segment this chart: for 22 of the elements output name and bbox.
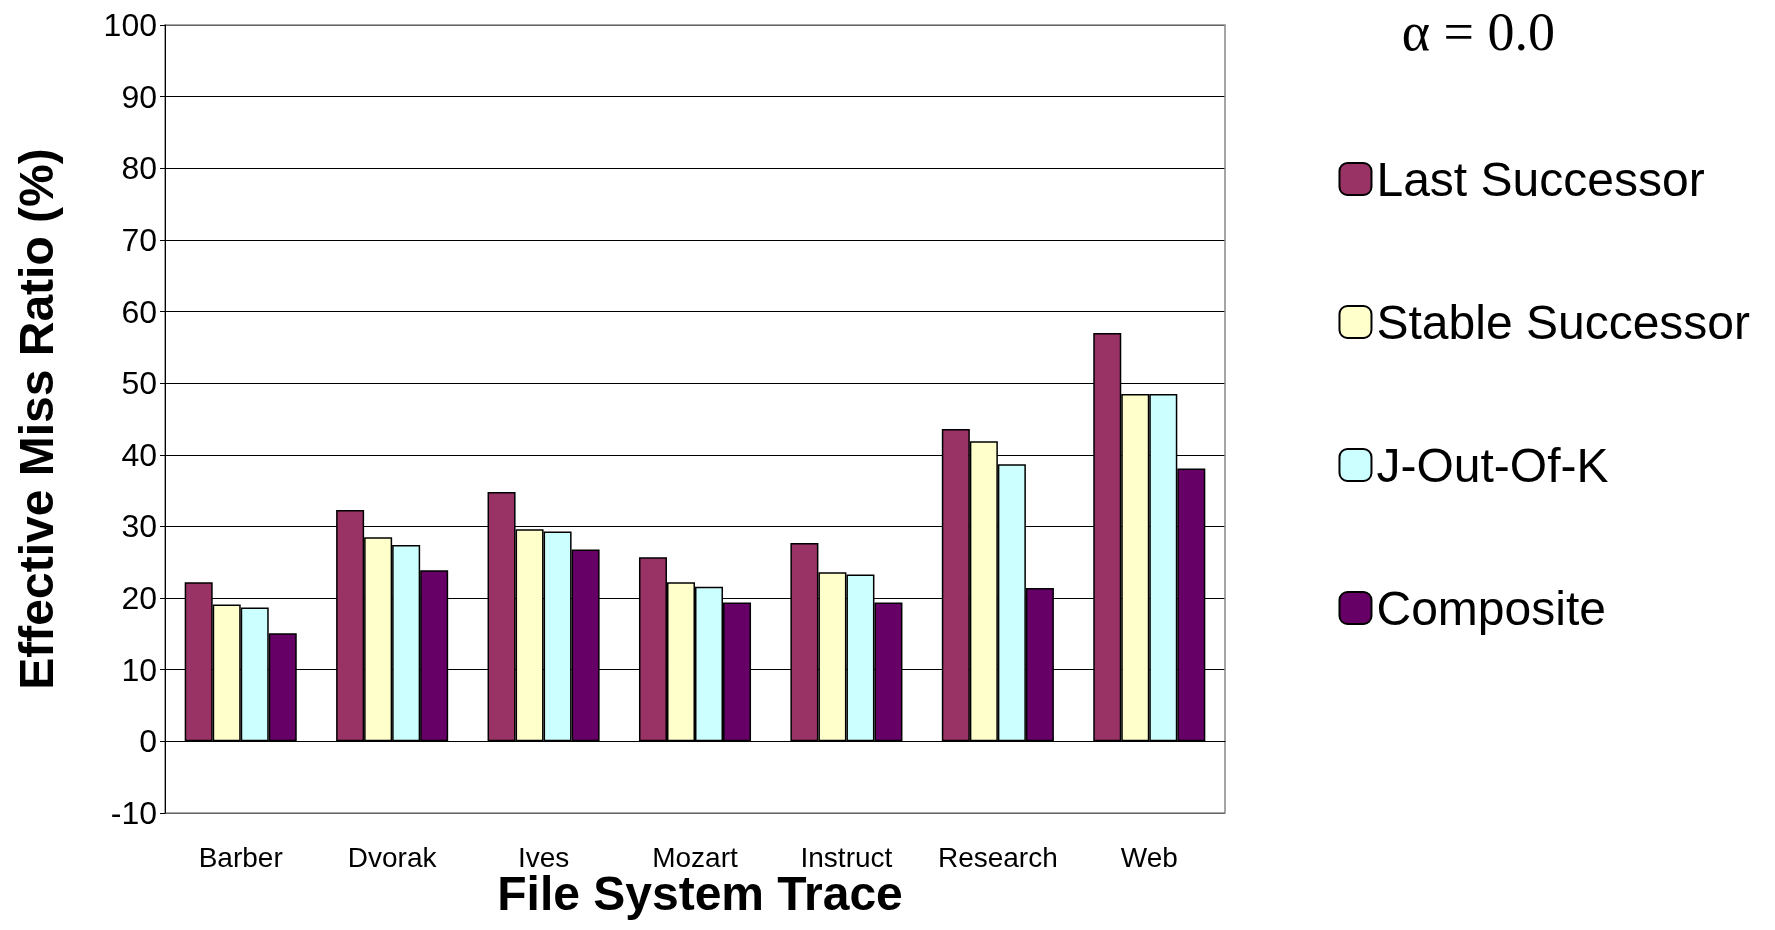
y-tick-label: 30 bbox=[121, 508, 157, 545]
legend-label: Last Successor bbox=[1376, 152, 1705, 206]
x-tick-label: Dvorak bbox=[347, 841, 438, 873]
y-tick-label: 40 bbox=[121, 436, 157, 473]
y-tick-label: 50 bbox=[121, 365, 157, 402]
y-tick-label: 60 bbox=[121, 293, 157, 330]
y-tick-label: 10 bbox=[121, 651, 157, 688]
y-tick-label: 70 bbox=[121, 221, 157, 258]
legend-label: Composite bbox=[1376, 581, 1606, 635]
y-tick-label: -10 bbox=[110, 795, 157, 831]
x-tick-label: Barber bbox=[198, 841, 283, 873]
text: α = 0.0 bbox=[1401, 2, 1555, 62]
y-tick-label: 80 bbox=[121, 150, 157, 187]
y-tick-label: 100 bbox=[103, 7, 157, 43]
y-tick-label: 90 bbox=[121, 78, 157, 115]
y-tick-label: 0 bbox=[139, 723, 157, 760]
y-tick-label: 20 bbox=[121, 580, 157, 617]
x-tick-label: Research bbox=[937, 841, 1058, 873]
y-axis-title: Effective Miss Ratio (%) bbox=[9, 148, 63, 690]
x-tick-label: Web bbox=[1120, 841, 1178, 873]
legend-label: J-Out-Of-K bbox=[1376, 438, 1609, 492]
legend-label: Stable Successor bbox=[1376, 295, 1751, 349]
